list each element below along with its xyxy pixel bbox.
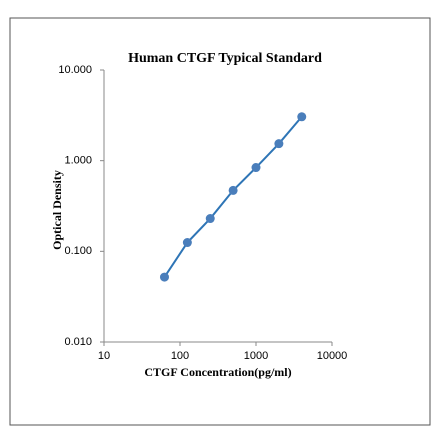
y-axis-label: Optical Density — [50, 170, 64, 250]
data-point — [251, 163, 261, 173]
data-point — [159, 272, 169, 282]
y-tick-label: 1.000 — [64, 155, 92, 167]
data-point — [228, 185, 238, 195]
data-point — [297, 112, 307, 122]
x-tick-label: 1000 — [244, 350, 268, 362]
x-tick-label: 100 — [171, 350, 189, 362]
x-tick-label: 10 — [98, 350, 110, 362]
y-tick-label: 10.000 — [58, 64, 92, 76]
chart-title: Human CTGF Typical Standard — [128, 51, 322, 66]
data-point — [274, 139, 284, 149]
x-axis-label: CTGF Concentration(pg/ml) — [144, 365, 291, 379]
y-tick-label: 0.010 — [64, 336, 92, 348]
data-point — [182, 238, 192, 248]
chart-border — [9, 17, 431, 426]
x-tick-label: 10000 — [317, 350, 348, 362]
data-point — [205, 214, 215, 224]
y-tick-label: 0.100 — [64, 245, 92, 257]
